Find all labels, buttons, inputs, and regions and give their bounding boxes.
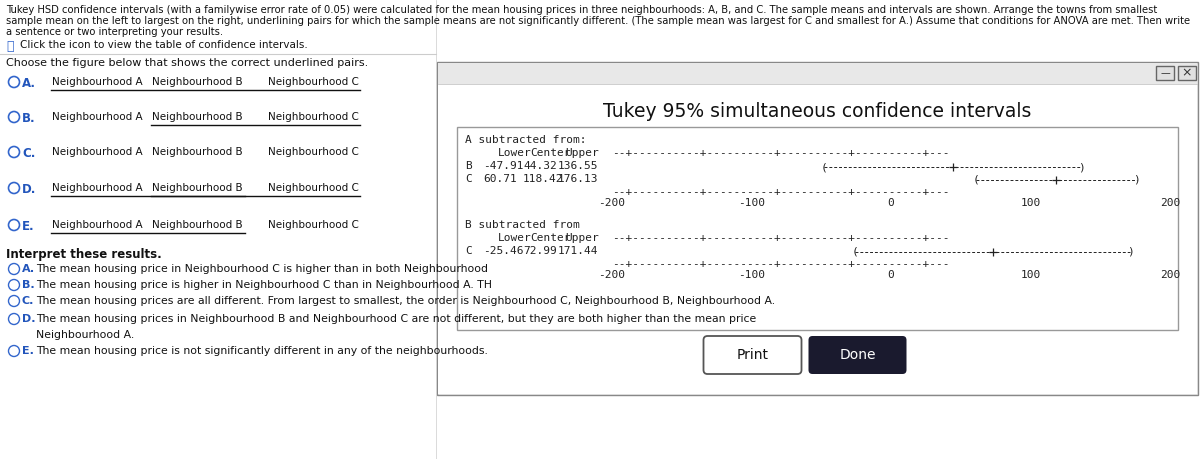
Text: Neighbourhood C: Neighbourhood C	[268, 183, 359, 193]
Text: Neighbourhood A: Neighbourhood A	[52, 147, 143, 157]
Text: —: —	[1160, 68, 1170, 78]
Text: -47.91: -47.91	[482, 161, 523, 171]
Text: Neighbourhood C: Neighbourhood C	[268, 112, 359, 122]
Text: a sentence or two interpreting your results.: a sentence or two interpreting your resu…	[6, 27, 223, 37]
Text: (: (	[972, 175, 979, 185]
Text: A.: A.	[22, 264, 35, 274]
Bar	[438, 84, 1198, 394]
Text: (: (	[821, 162, 828, 172]
Text: --+----------+----------+----------+----------+---: --+----------+----------+----------+----…	[612, 187, 949, 197]
Text: A.: A.	[22, 77, 36, 90]
Text: Upper: Upper	[565, 233, 599, 243]
Text: Neighbourhood A: Neighbourhood A	[52, 183, 143, 193]
Text: ): )	[1127, 247, 1134, 257]
Text: The mean housing price is not significantly different in any of the neighbourhoo: The mean housing price is not significan…	[36, 346, 488, 356]
Text: -100: -100	[738, 198, 766, 208]
Text: sample mean on the left to largest on the right, underlining pairs for which the: sample mean on the left to largest on th…	[6, 16, 1190, 26]
Text: Neighbourhood C: Neighbourhood C	[268, 147, 359, 157]
Text: Center: Center	[530, 148, 570, 158]
Text: A subtracted from:: A subtracted from:	[466, 135, 587, 145]
Text: Neighbourhood B: Neighbourhood B	[152, 147, 242, 157]
Text: 200: 200	[1160, 198, 1180, 208]
Text: --+----------+----------+----------+----------+---: --+----------+----------+----------+----…	[612, 259, 949, 269]
Text: 171.44: 171.44	[558, 246, 599, 256]
Text: Lower: Lower	[498, 233, 532, 243]
Text: 44.32: 44.32	[523, 161, 557, 171]
Text: Neighbourhood A: Neighbourhood A	[52, 220, 143, 230]
Text: B.: B.	[22, 280, 35, 290]
Text: Neighbourhood B: Neighbourhood B	[152, 77, 242, 87]
Text: B.: B.	[22, 112, 36, 125]
Text: B: B	[466, 161, 472, 171]
Text: ⧉: ⧉	[6, 40, 13, 53]
Bar	[438, 63, 1198, 84]
Bar	[1156, 66, 1174, 80]
Text: Neighbourhood B: Neighbourhood B	[152, 220, 242, 230]
Text: The mean housing prices are all different. From largest to smallest, the order i: The mean housing prices are all differen…	[36, 296, 775, 306]
Text: 200: 200	[1160, 270, 1180, 280]
Text: (: (	[852, 247, 859, 257]
Text: -200: -200	[599, 270, 625, 280]
Text: E.: E.	[22, 346, 34, 356]
Bar	[437, 62, 1198, 395]
Text: The mean housing prices in Neighbourhood B and Neighbourhood C are not different: The mean housing prices in Neighbourhood…	[36, 314, 756, 324]
Text: Neighbourhood A.: Neighbourhood A.	[36, 330, 134, 340]
Text: --+----------+----------+----------+----------+---: --+----------+----------+----------+----…	[612, 148, 949, 158]
Text: Neighbourhood A: Neighbourhood A	[52, 77, 143, 87]
Text: ×: ×	[1182, 67, 1193, 79]
Text: 118.42: 118.42	[523, 174, 564, 184]
Text: -200: -200	[599, 198, 625, 208]
Text: Tukey HSD confidence intervals (with a familywise error rate of 0.05) were calcu: Tukey HSD confidence intervals (with a f…	[6, 5, 1157, 15]
Text: Neighbourhood A: Neighbourhood A	[52, 112, 143, 122]
Text: Neighbourhood C: Neighbourhood C	[268, 220, 359, 230]
Bar	[1178, 66, 1196, 80]
Text: -25.46: -25.46	[482, 246, 523, 256]
Text: Neighbourhood B: Neighbourhood B	[152, 183, 242, 193]
Text: --+----------+----------+----------+----------+---: --+----------+----------+----------+----…	[612, 233, 949, 243]
Text: Interpret these results.: Interpret these results.	[6, 248, 162, 261]
Text: D.: D.	[22, 314, 36, 324]
Text: C.: C.	[22, 147, 35, 160]
Text: 72.99: 72.99	[523, 246, 557, 256]
FancyBboxPatch shape	[809, 336, 906, 374]
Text: Click the icon to view the table of confidence intervals.: Click the icon to view the table of conf…	[20, 40, 307, 50]
Text: C: C	[466, 246, 472, 256]
Text: Tukey 95% simultaneous confidence intervals: Tukey 95% simultaneous confidence interv…	[604, 102, 1032, 121]
FancyBboxPatch shape	[703, 336, 802, 374]
Text: Neighbourhood B: Neighbourhood B	[152, 112, 242, 122]
Text: 0: 0	[888, 270, 894, 280]
Text: 100: 100	[1020, 270, 1040, 280]
Text: ): )	[1133, 175, 1140, 185]
Text: The mean housing price in Neighbourhood C is higher than in both Neighbourhood: The mean housing price in Neighbourhood …	[36, 264, 488, 274]
Text: 60.71: 60.71	[482, 174, 517, 184]
Text: C: C	[466, 174, 472, 184]
Text: Upper: Upper	[565, 148, 599, 158]
Text: 0: 0	[888, 198, 894, 208]
Text: D.: D.	[22, 183, 36, 196]
Text: Print: Print	[737, 348, 768, 362]
Text: Center: Center	[530, 233, 570, 243]
Text: ): )	[1078, 162, 1085, 172]
Text: The mean housing price is higher in Neighbourhood C than in Neighbourhood A. TH: The mean housing price is higher in Neig…	[36, 280, 492, 290]
Text: Done: Done	[839, 348, 876, 362]
Text: 176.13: 176.13	[558, 174, 599, 184]
Text: B subtracted from: B subtracted from	[466, 220, 580, 230]
Bar	[457, 127, 1178, 330]
Text: C.: C.	[22, 296, 35, 306]
Text: Neighbourhood C: Neighbourhood C	[268, 77, 359, 87]
Text: -100: -100	[738, 270, 766, 280]
Text: 100: 100	[1020, 198, 1040, 208]
Text: 136.55: 136.55	[558, 161, 599, 171]
Text: E.: E.	[22, 220, 35, 233]
Text: Choose the figure below that shows the correct underlined pairs.: Choose the figure below that shows the c…	[6, 58, 368, 68]
Text: Lower: Lower	[498, 148, 532, 158]
